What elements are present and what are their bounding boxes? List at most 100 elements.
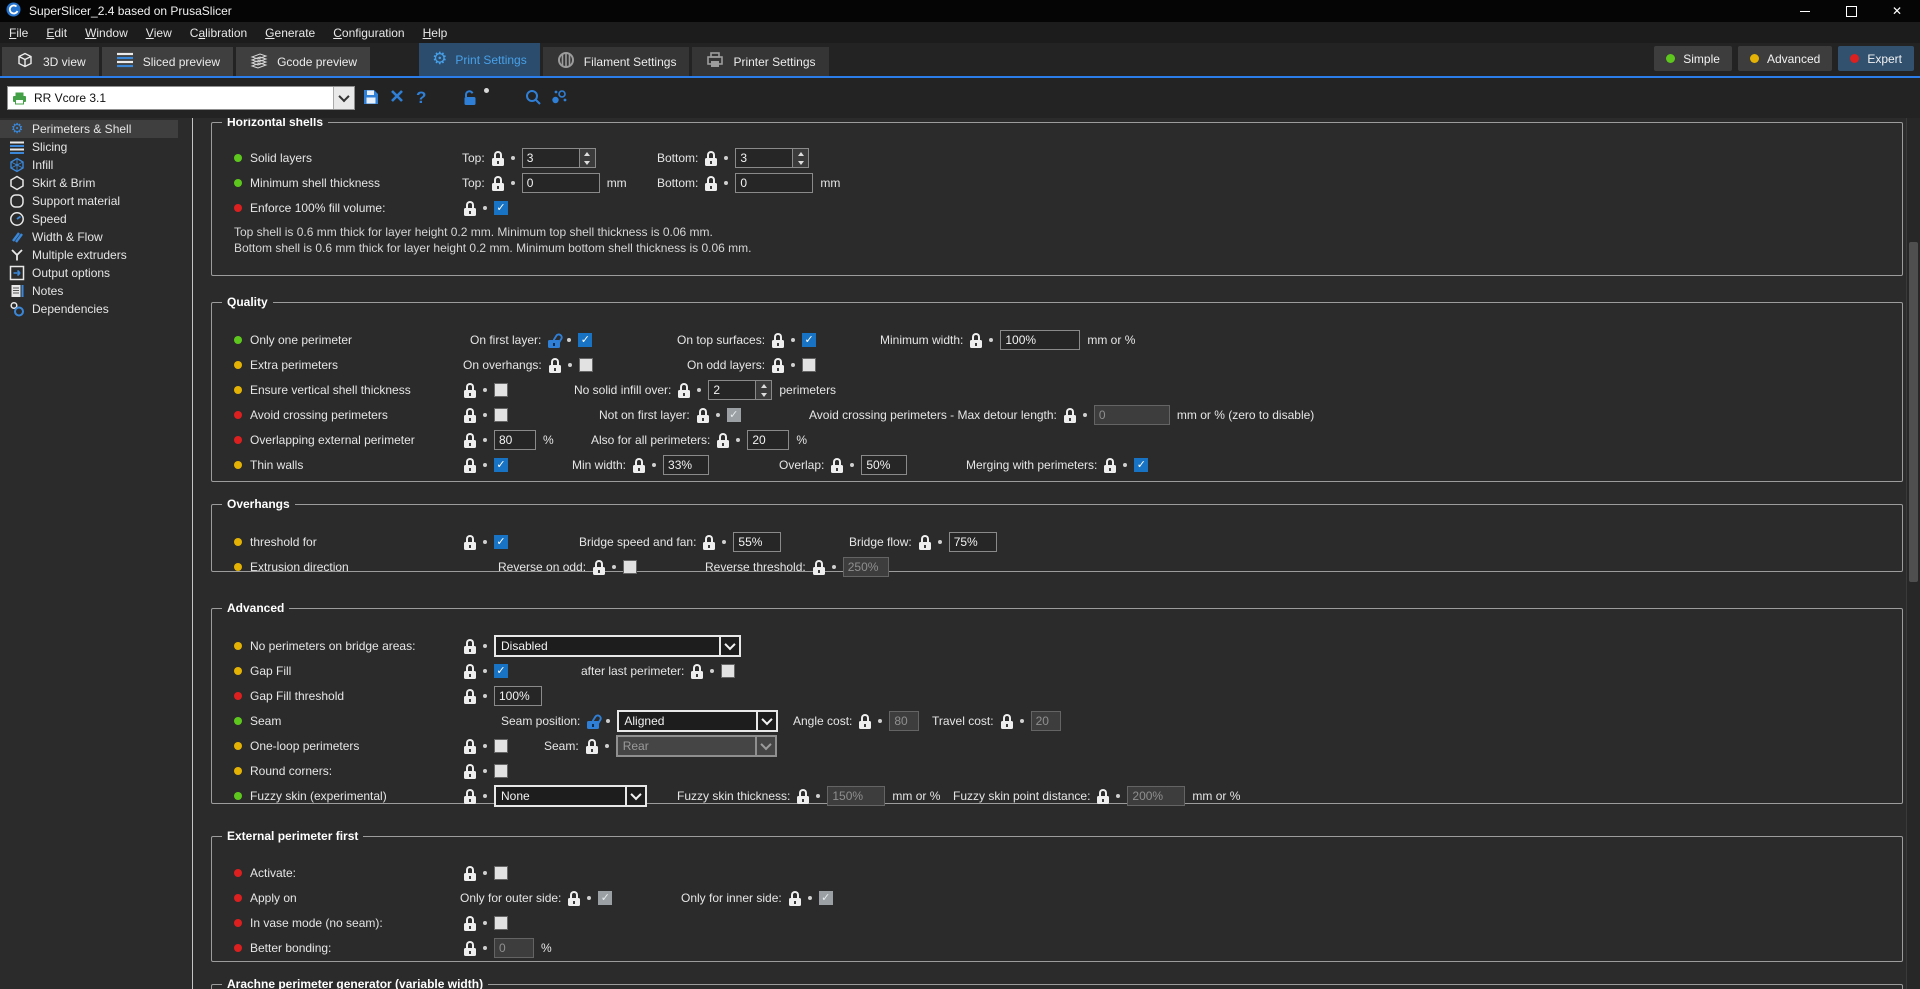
value-input[interactable]: [861, 455, 908, 475]
unlock-icon[interactable]: [587, 712, 604, 729]
value-input[interactable]: [494, 430, 536, 450]
lock-icon[interactable]: [633, 457, 646, 473]
unlock-icon[interactable]: [548, 331, 565, 348]
lock-icon[interactable]: [772, 332, 785, 348]
spin-control[interactable]: 3: [521, 148, 596, 168]
lock-icon[interactable]: [1104, 457, 1117, 473]
minimize-button[interactable]: [1782, 0, 1828, 22]
sidebar-item-perimeters-shell[interactable]: ⚙ Perimeters & Shell: [0, 120, 178, 138]
lock-icon[interactable]: [464, 382, 476, 398]
value-input[interactable]: [521, 173, 600, 193]
sidebar-item-slicing[interactable]: Slicing: [0, 138, 178, 156]
spin-down-button[interactable]: [579, 158, 595, 167]
dropdown[interactable]: None: [494, 785, 647, 807]
lock-icon[interactable]: [797, 788, 810, 804]
sidebar-item-multiple-extruders[interactable]: Multiple extruders: [0, 246, 178, 264]
lock-icon[interactable]: [859, 713, 872, 729]
sidebar-item-speed[interactable]: Speed: [0, 210, 178, 228]
lock-icon[interactable]: [696, 407, 709, 423]
lock-icon[interactable]: [464, 638, 476, 654]
chevron-down-icon[interactable]: [333, 87, 354, 109]
spin-up-button[interactable]: [756, 381, 772, 390]
lock-icon[interactable]: [705, 175, 718, 191]
checkbox[interactable]: ✓: [494, 664, 508, 678]
checkbox[interactable]: ✓: [802, 333, 817, 347]
spin-control[interactable]: 3: [735, 148, 810, 168]
checkbox[interactable]: [802, 358, 817, 372]
lock-icon[interactable]: [464, 788, 476, 804]
checkbox[interactable]: [494, 739, 508, 753]
mode-button-simple[interactable]: Simple: [1654, 46, 1732, 71]
sidebar-item-width-flow[interactable]: Width & Flow: [0, 228, 178, 246]
lock-icon[interactable]: [918, 534, 931, 550]
search-icon[interactable]: [524, 88, 542, 106]
sidebar-item-output-options[interactable]: Output options: [0, 264, 178, 282]
lock-icon[interactable]: [812, 559, 825, 575]
chevron-down-icon[interactable]: [625, 787, 645, 805]
sidebar-item-notes[interactable]: Notes: [0, 282, 178, 300]
lock-icon[interactable]: [703, 534, 716, 550]
lock-icon[interactable]: [491, 175, 504, 191]
value-input[interactable]: [735, 173, 814, 193]
checkbox[interactable]: ✓: [494, 535, 508, 549]
lock-icon[interactable]: [705, 150, 718, 166]
checkbox[interactable]: [623, 560, 638, 574]
tab-printer-settings[interactable]: Printer Settings: [692, 47, 829, 76]
mode-button-advanced[interactable]: Advanced: [1737, 46, 1833, 71]
lock-icon[interactable]: [568, 890, 581, 906]
checkbox[interactable]: [494, 408, 508, 422]
lock-icon[interactable]: [1000, 713, 1013, 729]
lock-icon[interactable]: [464, 915, 476, 931]
checkbox[interactable]: ✓: [494, 458, 508, 472]
lock-icon[interactable]: [464, 738, 476, 754]
tab-3d-view[interactable]: 3D view: [2, 47, 99, 76]
checkbox[interactable]: [721, 664, 736, 678]
sidebar-item-infill[interactable]: Infill: [0, 156, 178, 174]
lock-icon[interactable]: [464, 407, 476, 423]
scrollbar-thumb[interactable]: [1909, 242, 1918, 582]
sidebar-item-support-material[interactable]: Support material: [0, 192, 178, 210]
checkbox[interactable]: [494, 383, 508, 397]
lock-icon[interactable]: [1063, 407, 1076, 423]
spin-down-button[interactable]: [793, 158, 809, 167]
spin-value[interactable]: 3: [735, 148, 794, 168]
checkbox[interactable]: [494, 764, 508, 778]
preset-combo[interactable]: RR Vcore 3.1: [7, 86, 355, 110]
value-input[interactable]: [747, 430, 790, 450]
lock-icon[interactable]: [788, 890, 801, 906]
value-input[interactable]: [948, 532, 997, 552]
dropdown[interactable]: Aligned: [617, 710, 779, 732]
mode-button-expert[interactable]: Expert: [1838, 46, 1914, 71]
checkbox[interactable]: ✓: [1134, 458, 1149, 472]
checkbox[interactable]: [578, 358, 593, 372]
tab-print-settings[interactable]: ⚙ Print Settings: [419, 43, 540, 76]
lock-icon[interactable]: [464, 534, 476, 550]
maximize-button[interactable]: [1828, 0, 1874, 22]
tab-filament-settings[interactable]: Filament Settings: [542, 47, 690, 76]
lock-icon[interactable]: [691, 663, 704, 679]
spin-value[interactable]: 3: [521, 148, 580, 168]
unlock-icon[interactable]: [462, 88, 478, 106]
value-input[interactable]: [733, 532, 782, 552]
spin-up-button[interactable]: [793, 149, 809, 158]
lock-icon[interactable]: [464, 432, 476, 448]
lock-icon[interactable]: [491, 150, 504, 166]
checkbox[interactable]: ✓: [494, 201, 508, 215]
checkbox[interactable]: ✓: [578, 333, 593, 347]
help-icon[interactable]: ?: [416, 88, 427, 107]
lock-icon[interactable]: [772, 357, 785, 373]
tab-gcode-preview[interactable]: Gcode preview: [236, 47, 371, 76]
lock-icon[interactable]: [548, 357, 561, 373]
spin-value[interactable]: 2: [708, 380, 757, 400]
lock-icon[interactable]: [831, 457, 844, 473]
chevron-down-icon[interactable]: [719, 637, 739, 655]
lock-icon[interactable]: [464, 688, 476, 704]
value-input[interactable]: [663, 455, 710, 475]
sidebar-item-skirt-brim[interactable]: Skirt & Brim: [0, 174, 178, 192]
